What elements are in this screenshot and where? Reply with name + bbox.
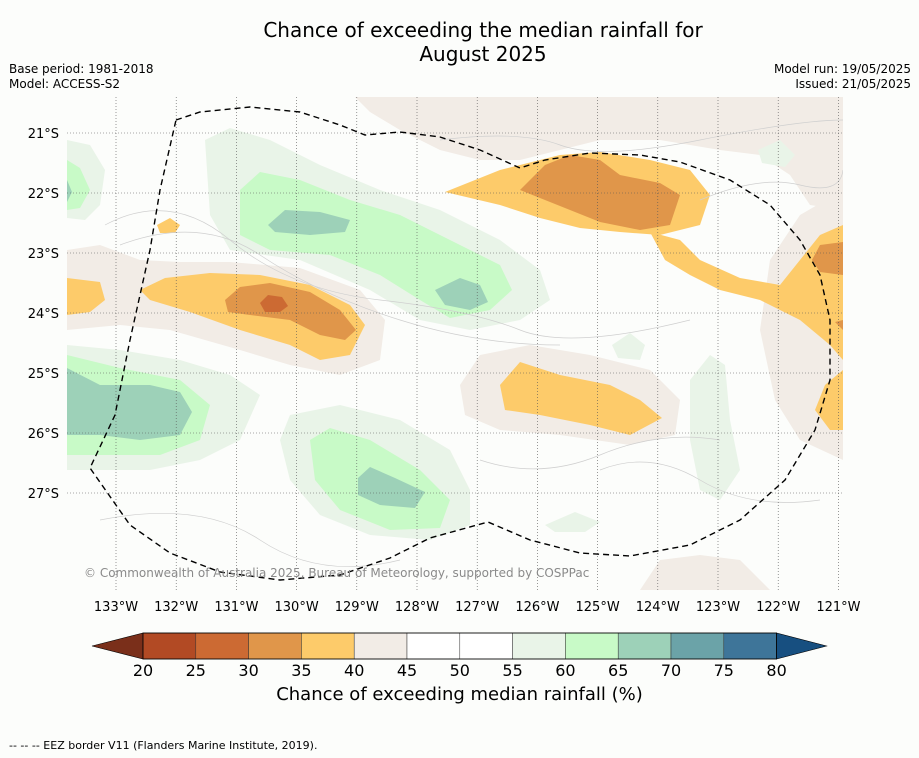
x-tick-label: 123°W <box>696 600 740 615</box>
y-tick-label: 25°S <box>28 367 59 382</box>
map-plot-area: © Commonwealth of Australia 2025, Bureau… <box>67 97 843 590</box>
colorbar-tick-label: 20 <box>133 661 153 680</box>
colorbar-extend-high <box>776 632 828 660</box>
contour-line <box>99 513 401 567</box>
y-tick-label: 27°S <box>28 487 59 502</box>
band-40-region-small <box>157 218 180 233</box>
contour-line <box>119 231 561 346</box>
colorbar-title: Chance of exceeding median rainfall (%) <box>276 684 643 705</box>
eez-footnote: -- -- -- EEZ border V11 (Flanders Marine… <box>9 739 318 752</box>
colorbar-swatch <box>353 632 408 660</box>
colorbar-swatch <box>248 632 302 660</box>
y-tick-label: 22°S <box>28 187 59 202</box>
colorbar-tick-label: 25 <box>186 661 206 680</box>
meta-left: Base period: 1981-2018 Model: ACCESS-S2 <box>9 62 154 92</box>
copyright-text: © Commonwealth of Australia 2025, Bureau… <box>84 566 589 580</box>
colorbar-swatch <box>512 632 566 660</box>
base-period: Base period: 1981-2018 <box>9 62 154 76</box>
contour-line <box>479 436 721 470</box>
colorbar-swatch <box>301 632 355 660</box>
band-40-region-east-edge <box>815 370 843 430</box>
y-axis-ticks: 21°S 22°S 23°S 24°S 25°S 26°S 27°S <box>28 127 59 502</box>
gridlines <box>67 97 843 590</box>
band-45-region-south <box>640 555 770 590</box>
band-65-region-north <box>268 210 350 235</box>
band-40-region-central <box>500 362 662 435</box>
band-45-region-north <box>355 97 843 210</box>
band-65-region-south <box>358 467 425 508</box>
x-tick-label: 126°W <box>515 600 559 615</box>
colorbar: 20 25 30 35 40 45 50 55 60 65 70 75 80 <box>91 632 828 680</box>
colorbar-tick-label: 60 <box>555 661 575 680</box>
colorbar-tick-label: 35 <box>291 661 311 680</box>
contour-lines <box>99 119 843 567</box>
colorbar-tick-label: 45 <box>397 661 417 680</box>
colorbar-swatch <box>723 632 777 660</box>
contour-line <box>104 210 691 339</box>
band-55-region-southeast <box>690 355 740 500</box>
band-35-region-north <box>520 155 680 230</box>
band-60-region-central-north <box>240 172 512 318</box>
colorbar-tick-label: 30 <box>238 661 258 680</box>
colorbar-swatch <box>195 632 249 660</box>
colorbar-tick-label: 75 <box>714 661 734 680</box>
colorbar-swatch <box>459 632 513 660</box>
chart-title-line1: Chance of exceeding the median rainfall … <box>263 18 703 42</box>
eez-border-line <box>89 106 831 581</box>
contour-line <box>699 169 843 201</box>
model-run: Model run: 19/05/2025 <box>773 62 911 76</box>
colorbar-tick-label: 50 <box>450 661 470 680</box>
colorbar-outline <box>142 632 777 660</box>
colorbar-tick-label: 55 <box>502 661 522 680</box>
x-tick-label: 133°W <box>94 600 138 615</box>
band-65-region-southwest <box>67 368 192 440</box>
contour-line <box>599 461 821 503</box>
band-35-region-east-small <box>835 320 843 330</box>
band-30-region-west <box>260 295 288 312</box>
colorbar-swatch <box>142 632 197 660</box>
colorbar-tick-label: 80 <box>766 661 786 680</box>
x-tick-label: 127°W <box>455 600 499 615</box>
meta-right: Model run: 19/05/2025 Issued: 21/05/2025 <box>774 62 911 92</box>
contour-line <box>439 119 843 152</box>
band-40-region-far-west <box>67 278 105 315</box>
band-65-region-northwest <box>67 180 72 202</box>
x-tick-label: 122°W <box>756 600 800 615</box>
colorbar-extend-low <box>91 632 144 660</box>
colorbar-swatch <box>565 632 619 660</box>
band-35-region-east <box>812 242 843 275</box>
x-tick-label: 121°W <box>816 600 860 615</box>
chart-title: Chance of exceeding the median rainfall … <box>0 18 919 66</box>
colorbar-tick-label: 70 <box>661 661 681 680</box>
x-tick-label: 129°W <box>335 600 379 615</box>
band-55-region-small-1 <box>545 512 600 532</box>
model-name: Model: ACCESS-S2 <box>9 77 121 91</box>
colorbar-tick-label: 40 <box>344 661 364 680</box>
band-60-region-northwest <box>67 160 90 210</box>
band-55-region-small-2 <box>612 333 645 360</box>
band-40-region-east <box>650 225 843 360</box>
x-tick-label: 132°W <box>154 600 198 615</box>
y-tick-label: 24°S <box>28 307 59 322</box>
band-35-region-west <box>225 283 356 340</box>
colorbar-tick-label: 65 <box>608 661 628 680</box>
x-axis-ticks: 133°W 132°W 131°W 130°W 129°W 128°W 127°W 126°W… <box>94 600 861 615</box>
colorbar-swatch <box>617 632 672 660</box>
band-55-region-small-3 <box>758 140 795 167</box>
x-tick-label: 125°W <box>576 600 620 615</box>
issued-date: Issued: 21/05/2025 <box>795 77 911 91</box>
colorbar-swatch <box>670 632 725 660</box>
y-tick-label: 26°S <box>28 427 59 442</box>
x-tick-label: 130°W <box>275 600 319 615</box>
colorbar-swatch <box>406 632 461 660</box>
chart-title-line2: August 2025 <box>419 42 547 66</box>
band-65-region-center <box>435 278 488 310</box>
x-tick-label: 131°W <box>214 600 258 615</box>
x-tick-label: 128°W <box>395 600 439 615</box>
x-tick-label: 124°W <box>636 600 680 615</box>
y-tick-label: 21°S <box>28 127 59 142</box>
y-tick-label: 23°S <box>28 247 59 262</box>
